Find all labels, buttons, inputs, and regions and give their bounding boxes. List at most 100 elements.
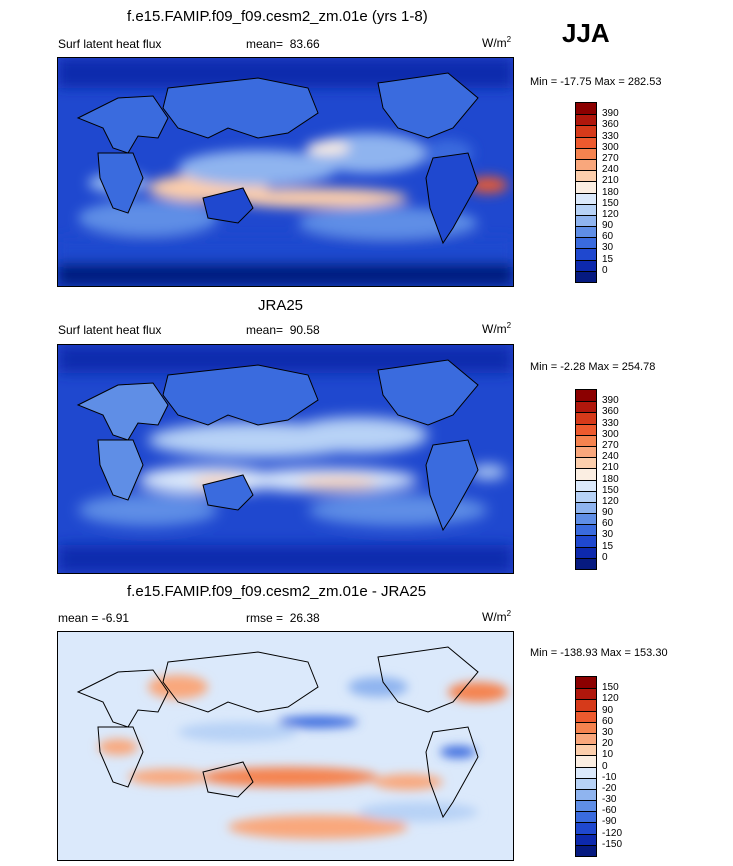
panel-3-colorbar-segment xyxy=(576,833,596,845)
panel-1-colorbar-tick-label: 210 xyxy=(602,175,619,187)
panel-2-colorbar-tick-label: 330 xyxy=(602,417,619,429)
panel-2-title: JRA25 xyxy=(258,297,304,314)
panel-2-colorbar-segment xyxy=(576,423,596,435)
panel-3-colorbar-segment xyxy=(576,688,596,700)
panel-3-units: W/m2 xyxy=(482,609,512,624)
panel-2-map-svg xyxy=(58,345,513,573)
panel-1-colorbar-segment xyxy=(576,103,596,115)
panel-3-colorbar-segment xyxy=(576,844,596,856)
panel-3-mean: mean = -6.91 xyxy=(58,611,130,625)
panel-1-colorbar-segment xyxy=(576,214,596,227)
panel-3-title: f.e15.FAMIP.f09_f09.cesm2_zm.01e - JRA25 xyxy=(127,583,427,600)
panel-1-colorbar-segment xyxy=(576,203,596,215)
panel-1-map-svg xyxy=(58,58,513,286)
panel-3-colorbar-tick-label: 30 xyxy=(602,726,614,738)
panel-2-colorbar-tick-label: 390 xyxy=(602,395,619,407)
panel-3-colorbar-tick-label: -150 xyxy=(602,838,623,850)
panel-1-colorbar-tick-label: 15 xyxy=(602,253,614,265)
panel-1-colorbar-segment xyxy=(576,259,596,271)
panel-3-colorbar-tick-label: -30 xyxy=(602,794,617,806)
panel-3-colorbar-tick-label: -90 xyxy=(602,816,617,828)
panel-1-colorbar-tick-label: 360 xyxy=(602,119,619,131)
panel-2-colorbar-segment xyxy=(576,557,596,569)
panel-1-colorbar-tick-label: 0 xyxy=(602,264,608,276)
panel-3-colorbar-segment xyxy=(576,755,596,767)
panel-2-colorbar-segment xyxy=(576,390,596,402)
panel-1-colorbar: 390 360 330 300 270 240 210 180 150 120 90 60 30 15 0 xyxy=(575,102,619,283)
panel-1-colorbar-tick-label: 60 xyxy=(602,231,614,243)
panel-2-minmax: Min = -2.28 Max = 254.78 xyxy=(530,361,656,373)
panel-2-colorbar-segment xyxy=(576,501,596,514)
panel-1-colorbar-segment xyxy=(576,170,596,182)
panel-2-colorbar-tick-label: 30 xyxy=(602,529,614,541)
panel-3-colorbar-tick-label: 0 xyxy=(602,760,608,772)
panel-3-colorbar-segment xyxy=(576,822,596,834)
panel-2-map xyxy=(57,344,514,574)
season-label: JJA xyxy=(562,18,610,48)
panel-2-colorbar-segment xyxy=(576,535,596,547)
panel-1-colorbar-tick-label: 390 xyxy=(602,108,619,120)
panel-3-colorbar-segment xyxy=(576,766,596,778)
panel-1-mean: mean= 83.66 xyxy=(246,37,320,51)
panel-2-colorbar-tick-label: 0 xyxy=(602,551,608,563)
panel-3-rmse-value: 26.38 xyxy=(289,611,320,625)
panel-1-colorbar-tick-label: 180 xyxy=(602,186,619,198)
panel-1-colorbar-tick-label: 90 xyxy=(602,220,614,232)
panel-3-minmax: Min = -138.93 Max = 153.30 xyxy=(530,647,668,659)
panel-2-colorbar-tick-label: 15 xyxy=(602,540,614,552)
panel-1-colorbar-segment xyxy=(576,125,596,137)
panel-2-mean-value: 90.58 xyxy=(289,323,320,337)
panel-1-colorbar-segment xyxy=(576,181,596,193)
panel-3-colorbar-tick-label: -20 xyxy=(602,782,617,794)
panel-3-colorbar-segment xyxy=(576,721,596,733)
panel-3-colorbar-tick-label: 60 xyxy=(602,715,614,727)
panel-2-colorbar: 390 360 330 300 270 240 210 180 150 120 90 60 30 15 0 xyxy=(575,389,619,570)
panel-2-colorbar-tick-label: 270 xyxy=(602,439,619,451)
panel-3-colorbar-segment xyxy=(576,699,596,711)
panel-1-colorbar-segment xyxy=(576,147,596,159)
panel-3-colorbar-segment xyxy=(576,710,596,722)
panel-1-colorbar-tick-label: 120 xyxy=(602,208,619,220)
panel-1-colorbar-tick-label: 330 xyxy=(602,130,619,142)
panel-1-colorbar-segment xyxy=(576,114,596,126)
panel-2-colorbar-segment xyxy=(576,445,596,458)
panel-2-colorbar-segment xyxy=(576,401,596,413)
panel-3-colorbar-segment xyxy=(576,777,596,789)
panel-2-colorbar-segment xyxy=(576,490,596,502)
panel-2-mean-label: mean= xyxy=(246,323,284,337)
panel-2-colorbar-tick-label: 180 xyxy=(602,473,619,485)
panel-2-colorbar-tick-label: 300 xyxy=(602,428,619,440)
panel-2-field-label: Surf latent heat flux xyxy=(58,323,162,337)
panel-1-colorbar-segment xyxy=(576,270,596,282)
panel-2-colorbar-tick-label: 240 xyxy=(602,451,619,463)
panel-3-colorbar-segment xyxy=(576,811,596,823)
panel-3-colorbar-tick-label: -60 xyxy=(602,805,617,817)
panel-2-colorbar-segment xyxy=(576,468,596,480)
panel-1-colorbar-segment xyxy=(576,136,596,148)
panel-1-colorbar-tick-label: 270 xyxy=(602,152,619,164)
panel-3-colorbar-tick-label: 120 xyxy=(602,693,619,705)
panel-3-colorbar-tick-label: -10 xyxy=(602,771,617,783)
panel-3-colorbar-tick-label: -120 xyxy=(602,827,623,839)
panel-1-title: f.e15.FAMIP.f09_f09.cesm2_zm.01e (yrs 1-… xyxy=(127,8,428,25)
panel-2-colorbar-segment xyxy=(576,412,596,424)
panel-2-mean: mean= 90.58 xyxy=(246,323,320,337)
panel-3-map xyxy=(57,631,514,861)
panel-2-colorbar-tick-label: 120 xyxy=(602,495,619,507)
panel-1-mean-label: mean= xyxy=(246,37,284,51)
panel-2-colorbar-segment xyxy=(576,457,596,469)
panel-2-colorbar-tick-label: 150 xyxy=(602,484,619,496)
panel-2-colorbar-segment xyxy=(576,434,596,446)
panel-1-map xyxy=(57,57,514,287)
panel-3-colorbar-tick-label: 150 xyxy=(602,682,619,694)
panel-3-rmse: rmse = 26.38 xyxy=(246,611,320,625)
panel-3-colorbar-tick-label: 20 xyxy=(602,738,614,750)
panel-1-minmax: Min = -17.75 Max = 282.53 xyxy=(530,76,662,88)
panel-3-colorbar-segment xyxy=(576,744,596,756)
panel-3-colorbar: 150 120 90 60 30 20 10 0 -10 -20 -30 -60 -90 -120 -150 xyxy=(575,676,622,857)
panel-3-colorbar-segment xyxy=(576,788,596,801)
panel-1-colorbar-tick-label: 300 xyxy=(602,141,619,153)
panel-2-colorbar-tick-label: 60 xyxy=(602,518,614,530)
panel-3-colorbar-tick-label: 90 xyxy=(602,704,614,716)
panel-2-colorbar-tick-label: 360 xyxy=(602,406,619,418)
